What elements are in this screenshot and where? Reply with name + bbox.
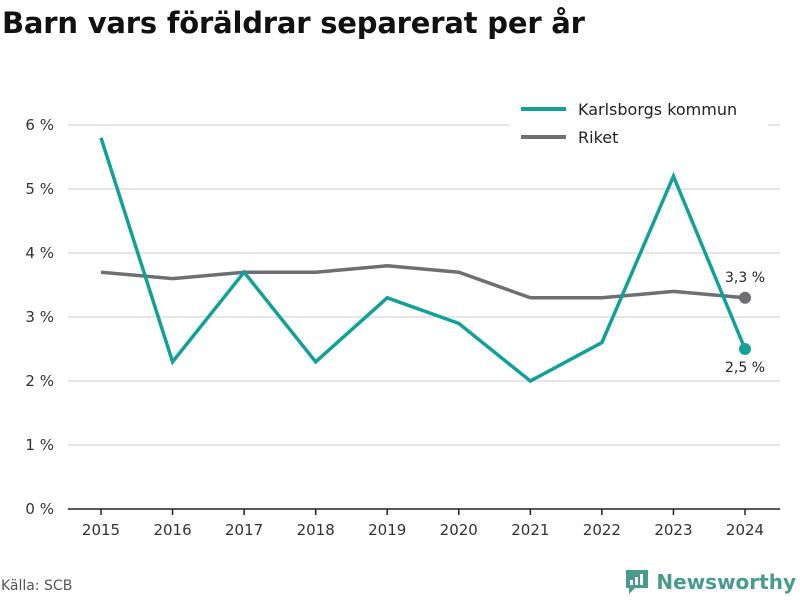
chart-title: Barn vars föräldrar separerat per år	[2, 6, 585, 40]
end-labels: 3,3 % 2,5 %	[725, 270, 765, 376]
newsworthy-logo-icon	[626, 570, 649, 594]
y-tick-label: 2 %	[25, 372, 54, 390]
riket-point-end-marker	[739, 291, 751, 304]
x-tick-label: 2017	[225, 521, 263, 539]
legend-label: Karlsborgs kommun	[578, 100, 737, 119]
y-tick-label: 0 %	[25, 500, 54, 518]
series-lines	[99, 137, 747, 384]
legend-label: Riket	[578, 128, 618, 147]
legend-background	[510, 92, 768, 158]
source-note: Källa: SCB	[1, 578, 73, 594]
legend: Karlsborgs kommun Riket	[510, 92, 768, 158]
x-tick-label: 2023	[654, 521, 692, 539]
x-tick-label: 2020	[440, 521, 478, 539]
x-tick-label: 2022	[583, 521, 621, 539]
x-tick-label: 2016	[153, 521, 191, 539]
series-line-karlsborgs-kommun	[99, 137, 747, 384]
brand-name: Newsworthy	[656, 570, 796, 594]
y-tick-label: 4 %	[25, 244, 54, 262]
series-line-riket	[100, 264, 746, 300]
karlsborg-end-label: 2,5 %	[725, 360, 765, 376]
x-tick-label: 2018	[297, 521, 335, 539]
axes: 0 % 1 % 2 % 3 % 4 % 5 % 6 % 2015 2016 2017 2018 201…	[25, 116, 780, 539]
y-tick-label: 3 %	[25, 308, 54, 326]
karlsborg-point-end-marker	[739, 343, 751, 355]
riket-end-label: 3,3 %	[725, 270, 765, 286]
x-tick-label: 2021	[511, 521, 549, 539]
end-markers	[739, 291, 751, 355]
x-tick-label: 2019	[368, 521, 406, 539]
x-tick-label: 2015	[82, 521, 120, 539]
brand-logo: Newsworthy	[624, 567, 796, 597]
x-tick-label: 2024	[726, 521, 764, 539]
y-tick-label: 1 %	[25, 436, 54, 454]
y-tick-label: 6 %	[25, 116, 54, 134]
y-tick-label: 5 %	[25, 180, 54, 198]
